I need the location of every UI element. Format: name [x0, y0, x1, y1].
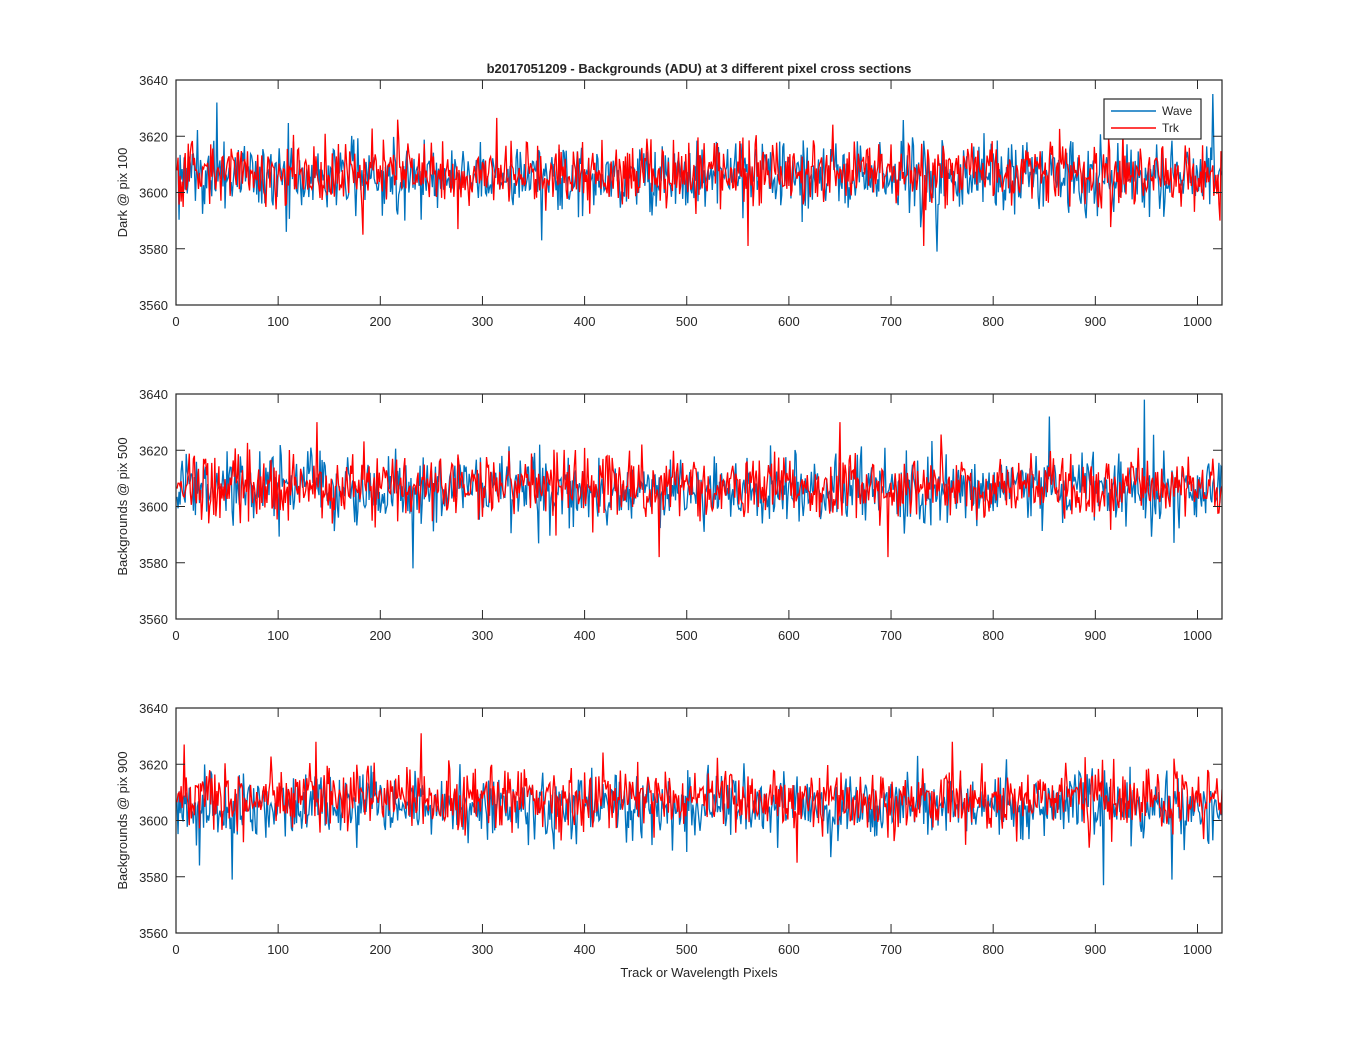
y-tick-label: 3640: [139, 701, 168, 716]
x-tick-label: 700: [880, 942, 902, 957]
x-tick-label: 400: [574, 628, 596, 643]
legend-label-wave: Wave: [1162, 104, 1193, 118]
x-tick-label: 600: [778, 314, 800, 329]
x-tick-label: 600: [778, 628, 800, 643]
x-tick-label: 0: [172, 942, 179, 957]
figure-title: b2017051209 - Backgrounds (ADU) at 3 dif…: [487, 61, 912, 76]
x-tick-label: 600: [778, 942, 800, 957]
legend: Wave Trk: [1103, 98, 1202, 140]
x-tick-label: 500: [676, 628, 698, 643]
y-axis-label: Dark @ pix 100: [115, 148, 130, 238]
x-tick-label: 300: [472, 314, 494, 329]
x-tick-label: 800: [982, 628, 1004, 643]
panel-3: 0 100 200 300 400 500 600 700 800 900 1000 3560 3580…: [115, 701, 1223, 957]
x-tick-label: 200: [369, 314, 391, 329]
y-tick-label: 3620: [139, 757, 168, 772]
x-tick-label: 900: [1084, 942, 1106, 957]
x-tick-label: 100: [267, 628, 289, 643]
x-tick-label: 200: [369, 628, 391, 643]
panels: 0 100 200 300 400 500 600 700 800 900 100035603580…: [115, 73, 1223, 957]
y-tick-label: 3600: [139, 186, 168, 201]
x-tick-label: 900: [1084, 628, 1106, 643]
y-tick-label: 3580: [139, 242, 168, 257]
y-tick-label: 3600: [139, 500, 168, 515]
y-tick-label: 3640: [139, 387, 168, 402]
y-tick-label: 3580: [139, 870, 168, 885]
x-tick-label: 1000: [1183, 628, 1212, 643]
x-tick-label: 300: [472, 628, 494, 643]
x-tick-label: 700: [880, 314, 902, 329]
y-axis-label: Backgrounds @ pix 500: [115, 437, 130, 575]
x-tick-label: 300: [472, 942, 494, 957]
x-tick-label: 1000: [1183, 314, 1212, 329]
x-tick-label: 500: [676, 942, 698, 957]
y-axis-label: Backgrounds @ pix 900: [115, 751, 130, 889]
x-tick-label: 200: [369, 942, 391, 957]
series-line-trk: [176, 733, 1222, 863]
x-tick-label: 100: [267, 942, 289, 957]
y-tick-label: 3560: [139, 298, 168, 313]
x-tick-label: 700: [880, 628, 902, 643]
x-axis-label: Track or Wavelength Pixels: [620, 965, 778, 980]
y-tick-label: 3620: [139, 129, 168, 144]
y-tick-label: 3580: [139, 556, 168, 571]
x-tick-label: 800: [982, 314, 1004, 329]
x-tick-label: 400: [574, 314, 596, 329]
series-line-trk: [176, 422, 1222, 558]
x-tick-label: 500: [676, 314, 698, 329]
x-tick-label: 0: [172, 628, 179, 643]
x-tick-label: 400: [574, 942, 596, 957]
series-line-trk: [176, 117, 1222, 246]
panel-2: 0 100 200 300 400 500 600 700 800 900 1000 3560 3580…: [115, 387, 1223, 643]
legend-box: [1103, 98, 1202, 140]
y-tick-label: 3640: [139, 73, 168, 88]
x-tick-label: 0: [172, 314, 179, 329]
x-tick-label: 800: [982, 942, 1004, 957]
legend-label-trk: Trk: [1162, 121, 1180, 135]
x-tick-label: 1000: [1183, 942, 1212, 957]
y-tick-label: 3560: [139, 612, 168, 627]
x-tick-label: 100: [267, 314, 289, 329]
y-tick-label: 3600: [139, 814, 168, 829]
x-tick-label: 900: [1084, 314, 1106, 329]
y-tick-label: 3620: [139, 443, 168, 458]
panel-1: 0 100 200 300 400 500 600 700 800 900 1000 3560 3580…: [115, 73, 1223, 329]
y-tick-label: 3560: [139, 926, 168, 941]
